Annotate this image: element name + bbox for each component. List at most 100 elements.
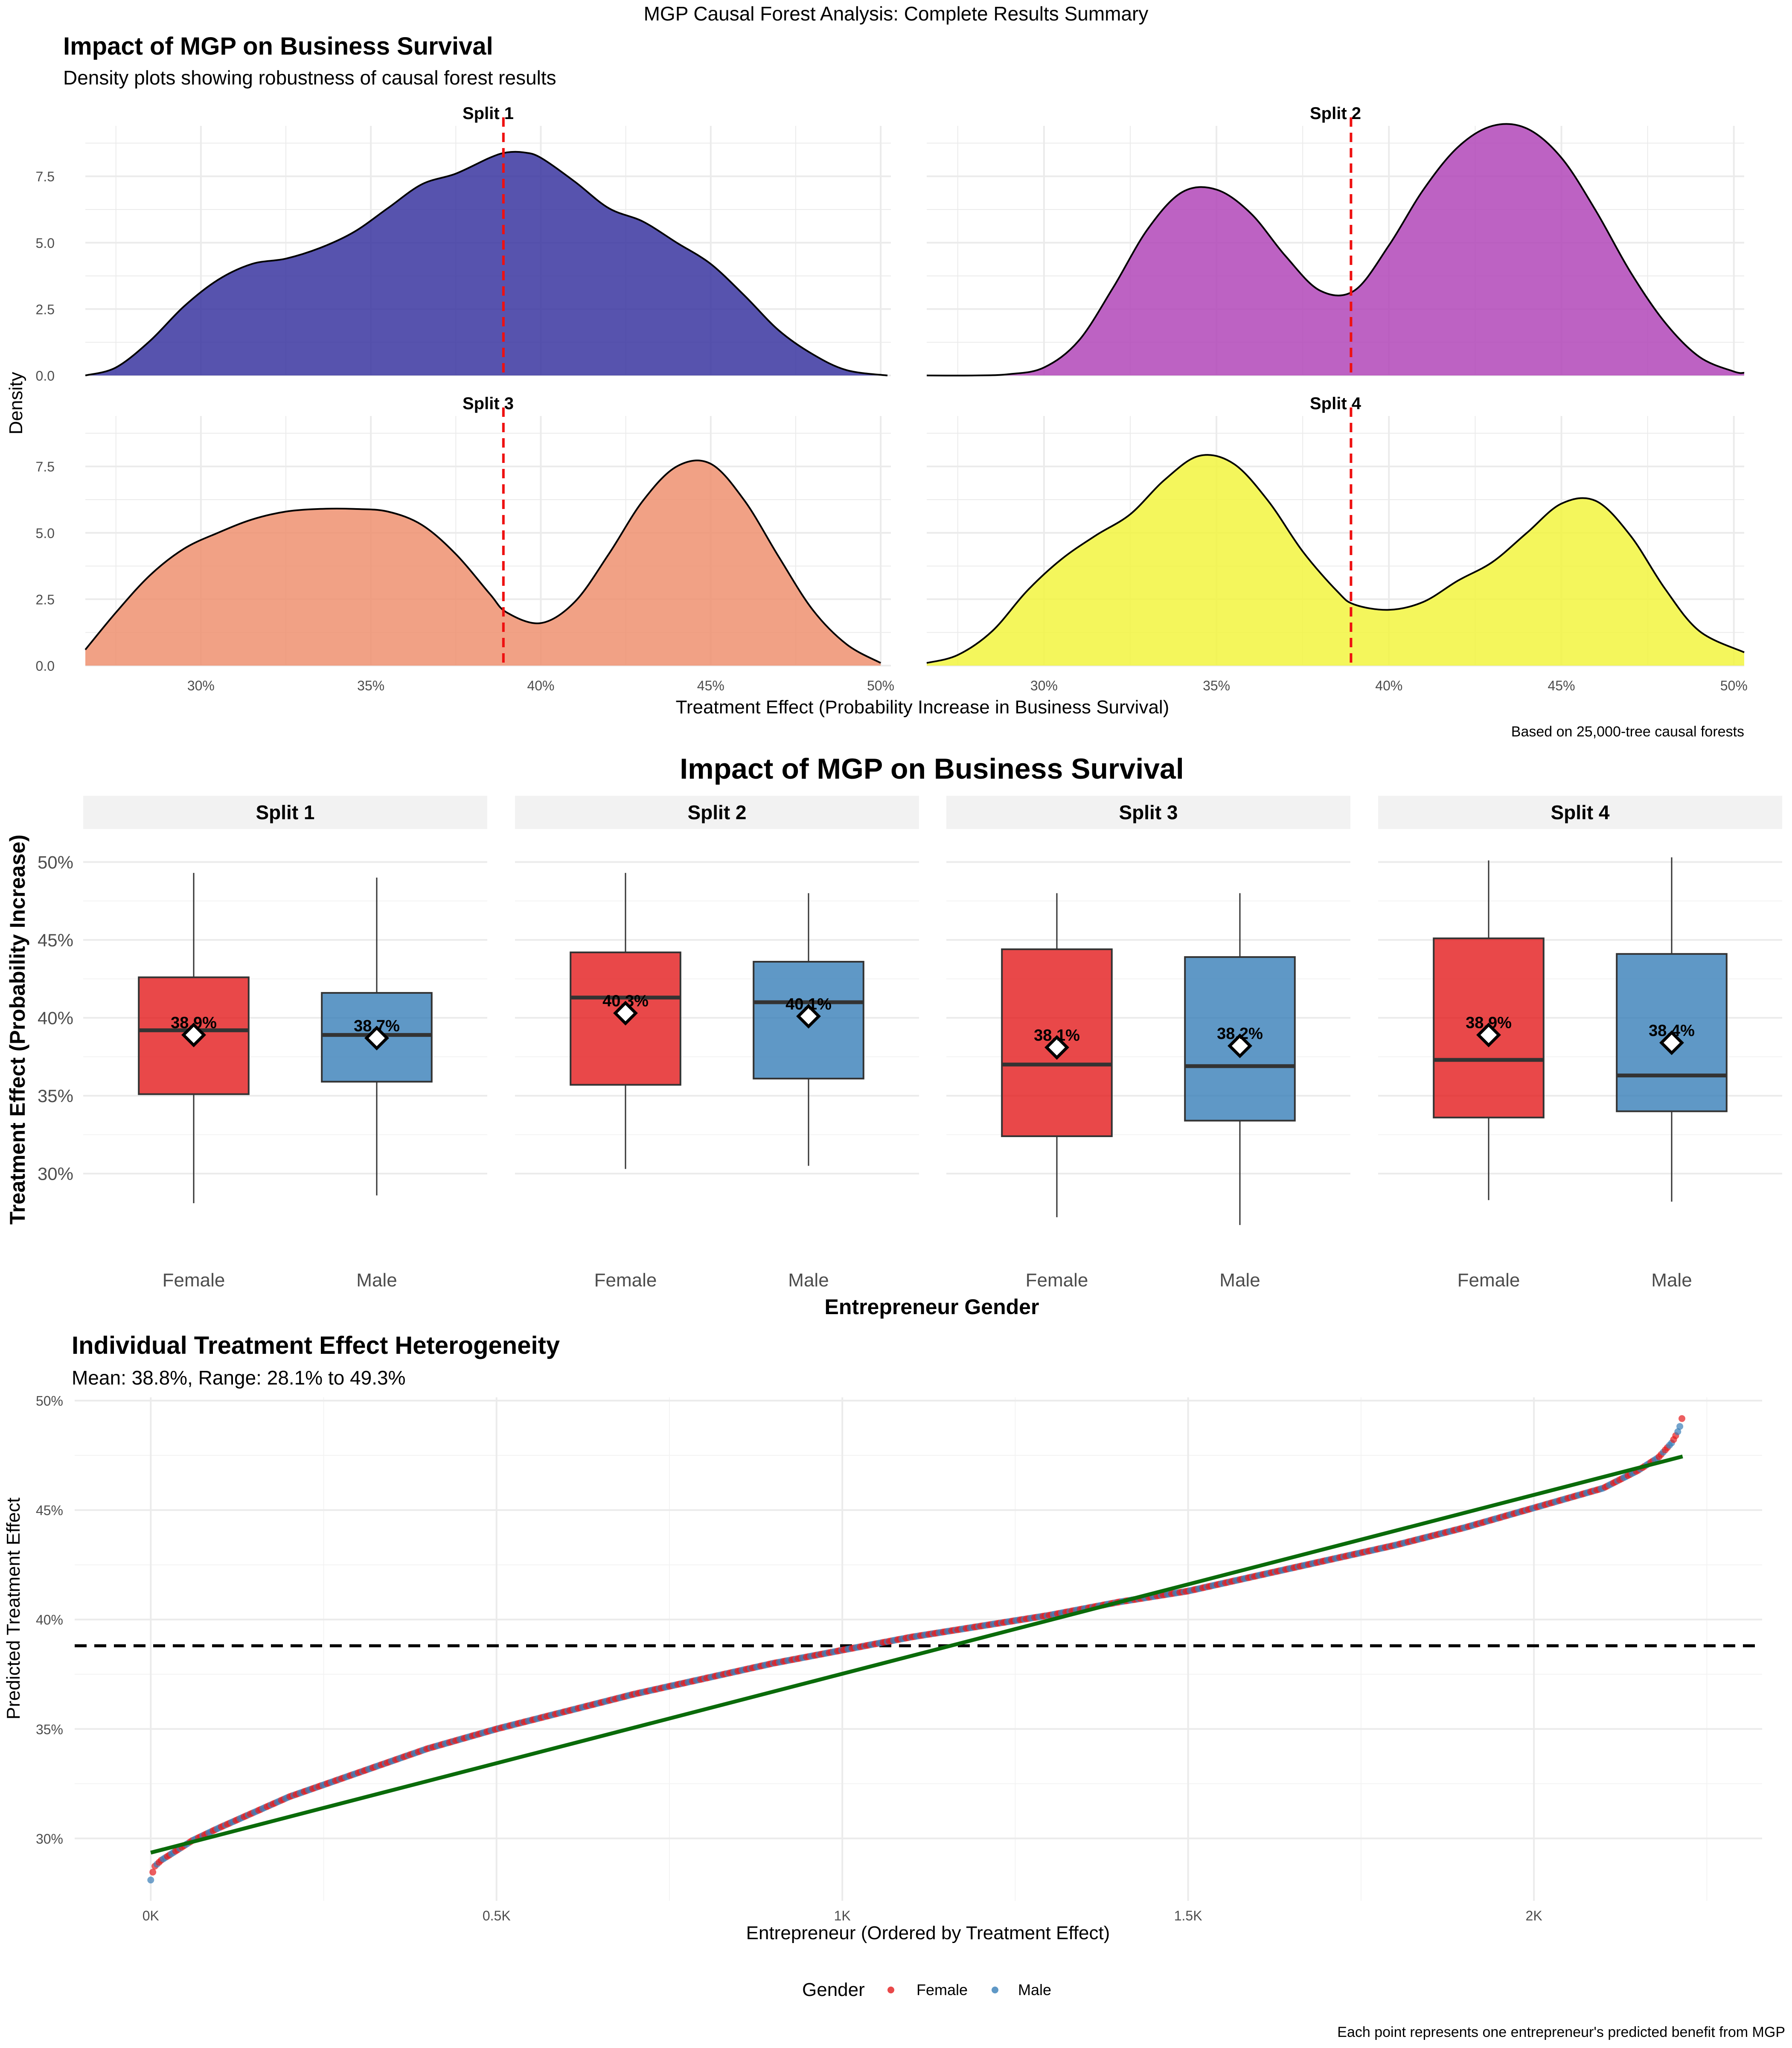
density-section: Impact of MGP on Business Survival Densi… bbox=[6, 32, 1748, 740]
density-x-axis-label: Treatment Effect (Probability Increase i… bbox=[676, 697, 1169, 718]
y-tick-label: 7.5 bbox=[36, 459, 55, 474]
x-tick-label: 0K bbox=[143, 1908, 159, 1923]
mean-label: 38.7% bbox=[354, 1017, 400, 1035]
density-outline bbox=[84, 460, 881, 664]
x-tick-label: 45% bbox=[697, 678, 724, 693]
x-tick-label: 0.5K bbox=[483, 1908, 511, 1923]
boxplot-y-axis-label: Treatment Effect (Probability Increase) bbox=[6, 835, 29, 1225]
x-tick-label: 1.5K bbox=[1174, 1908, 1202, 1923]
boxplot-title: Impact of MGP on Business Survival bbox=[680, 753, 1184, 785]
density-outline bbox=[926, 123, 1745, 377]
mean-marker bbox=[364, 1026, 389, 1050]
y-tick-label: 35% bbox=[38, 1086, 73, 1106]
density-outline bbox=[926, 454, 1745, 664]
box-female: 40.3% Female bbox=[570, 873, 681, 1291]
y-tick-label: 0.0 bbox=[36, 368, 55, 384]
mean-label: 38.2% bbox=[1217, 1025, 1263, 1043]
y-tick-label: 40% bbox=[36, 1612, 63, 1628]
density-caption: Based on 25,000-tree causal forests bbox=[1511, 724, 1744, 740]
x-tick-label: Male bbox=[1651, 1270, 1692, 1291]
panel-strip bbox=[946, 796, 1350, 829]
mean-label: 38.4% bbox=[1649, 1022, 1695, 1040]
density-outline bbox=[85, 151, 888, 376]
panel-strip-label: Split 1 bbox=[463, 104, 514, 123]
x-tick-label: Female bbox=[594, 1270, 657, 1291]
boxplot-panel: Split 2 40.3% Female 40.1% Male bbox=[515, 796, 919, 1291]
x-tick-label: 40% bbox=[1375, 678, 1402, 693]
density-panel: Split 1 0.0 2.5 5.0 7.5 bbox=[36, 104, 891, 384]
mean-marker bbox=[613, 1001, 638, 1026]
box-male: 38.7% Male bbox=[321, 877, 433, 1291]
y-tick-label: 30% bbox=[38, 1164, 73, 1184]
y-tick-label: 5.0 bbox=[36, 236, 55, 251]
box-male: 38.2% Male bbox=[1184, 893, 1296, 1291]
density-y-axis-label: Density bbox=[6, 372, 26, 435]
density-area bbox=[927, 124, 1744, 376]
mean-label: 38.9% bbox=[171, 1014, 217, 1032]
legend-swatch-female bbox=[887, 1987, 894, 1993]
mean-marker bbox=[1659, 1030, 1684, 1055]
panel-strip bbox=[1378, 796, 1782, 829]
panel-strip bbox=[83, 796, 487, 829]
box-male: 38.4% Male bbox=[1616, 857, 1728, 1291]
density-title: Impact of MGP on Business Survival bbox=[63, 32, 493, 60]
legend-swatch-male bbox=[992, 1987, 998, 1993]
x-tick-label: Male bbox=[1219, 1270, 1260, 1291]
legend-label-male: Male bbox=[1018, 1981, 1051, 1999]
scatter-plot-area: 0K 0.5K 1K 1.5K 2K 30% 35% 40% 45% 50% bbox=[36, 1393, 1762, 1923]
y-tick-label: 7.5 bbox=[36, 169, 55, 184]
y-tick-label: 50% bbox=[38, 852, 73, 872]
mean-label: 38.9% bbox=[1466, 1014, 1512, 1032]
mean-marker bbox=[796, 1004, 821, 1029]
panel-strip-label: Split 4 bbox=[1551, 801, 1609, 823]
y-tick-label: 0.0 bbox=[36, 658, 55, 674]
boxplot-panels: Split 1 38.9% Female 38.7% Male 30% 35% 40% 45% 5… bbox=[38, 796, 1782, 1291]
boxplot-x-axis-label: Entrepreneur Gender bbox=[825, 1295, 1039, 1319]
panel-strip-label: Split 3 bbox=[463, 394, 514, 413]
x-tick-label: Female bbox=[1457, 1270, 1520, 1291]
y-tick-label: 30% bbox=[36, 1831, 63, 1847]
scatter-points bbox=[147, 1415, 1685, 1884]
scatter-y-axis-label: Predicted Treatment Effect bbox=[3, 1498, 24, 1719]
x-tick-label: 35% bbox=[357, 678, 384, 693]
mean-label: 38.1% bbox=[1034, 1027, 1080, 1044]
point-female bbox=[1679, 1415, 1685, 1422]
density-panel: Split 2 bbox=[926, 104, 1745, 377]
scatter-title: Individual Treatment Effect Heterogeneit… bbox=[72, 1332, 560, 1359]
mean-marker bbox=[1044, 1035, 1069, 1060]
panel-strip-label: Split 1 bbox=[256, 801, 314, 823]
density-panel: Split 4 30% 35% 40% 45% 50% bbox=[926, 394, 1748, 693]
density-panel: Split 3 0.0 2.5 5.0 7.5 30% 35% 40% 45% 50% bbox=[36, 394, 895, 693]
boxplot-panel: Split 1 38.9% Female 38.7% Male 30% 35% 40% 45% 5… bbox=[38, 796, 487, 1291]
panel-strip-label: Split 2 bbox=[1310, 104, 1361, 123]
point-male bbox=[1674, 1428, 1681, 1435]
x-tick-label: 1K bbox=[834, 1908, 851, 1923]
density-area bbox=[85, 151, 887, 375]
x-tick-label: 50% bbox=[867, 678, 894, 693]
panel-strip-label: Split 3 bbox=[1119, 801, 1178, 823]
box-female: 38.9% Female bbox=[1433, 860, 1545, 1291]
y-tick-label: 5.0 bbox=[36, 526, 55, 541]
legend-label-female: Female bbox=[916, 1981, 968, 1999]
mean-marker bbox=[1228, 1033, 1252, 1059]
y-tick-label: 45% bbox=[38, 930, 73, 950]
legend-title: Gender bbox=[802, 1979, 865, 2000]
x-tick-label: Male bbox=[356, 1270, 397, 1291]
density-subtitle: Density plots showing robustness of caus… bbox=[63, 67, 556, 89]
y-tick-label: 35% bbox=[36, 1722, 63, 1737]
x-tick-label: Female bbox=[163, 1270, 225, 1291]
x-tick-label: Female bbox=[1026, 1270, 1088, 1291]
mean-label: 40.1% bbox=[785, 995, 832, 1013]
page-title: MGP Causal Forest Analysis: Complete Res… bbox=[644, 3, 1149, 25]
mean-label: 40.3% bbox=[602, 992, 649, 1010]
x-tick-label: 40% bbox=[527, 678, 554, 693]
point-female bbox=[149, 1868, 157, 1876]
point-male bbox=[147, 1876, 154, 1884]
x-tick-label: 35% bbox=[1203, 678, 1230, 693]
y-tick-label: 2.5 bbox=[36, 302, 55, 317]
y-tick-label: 45% bbox=[36, 1503, 63, 1518]
density-area bbox=[927, 455, 1744, 666]
scatter-caption: Each point represents one entrepreneur's… bbox=[1337, 2024, 1785, 2040]
boxplot-panel: Split 4 38.9% Female 38.4% Male bbox=[1378, 796, 1782, 1291]
